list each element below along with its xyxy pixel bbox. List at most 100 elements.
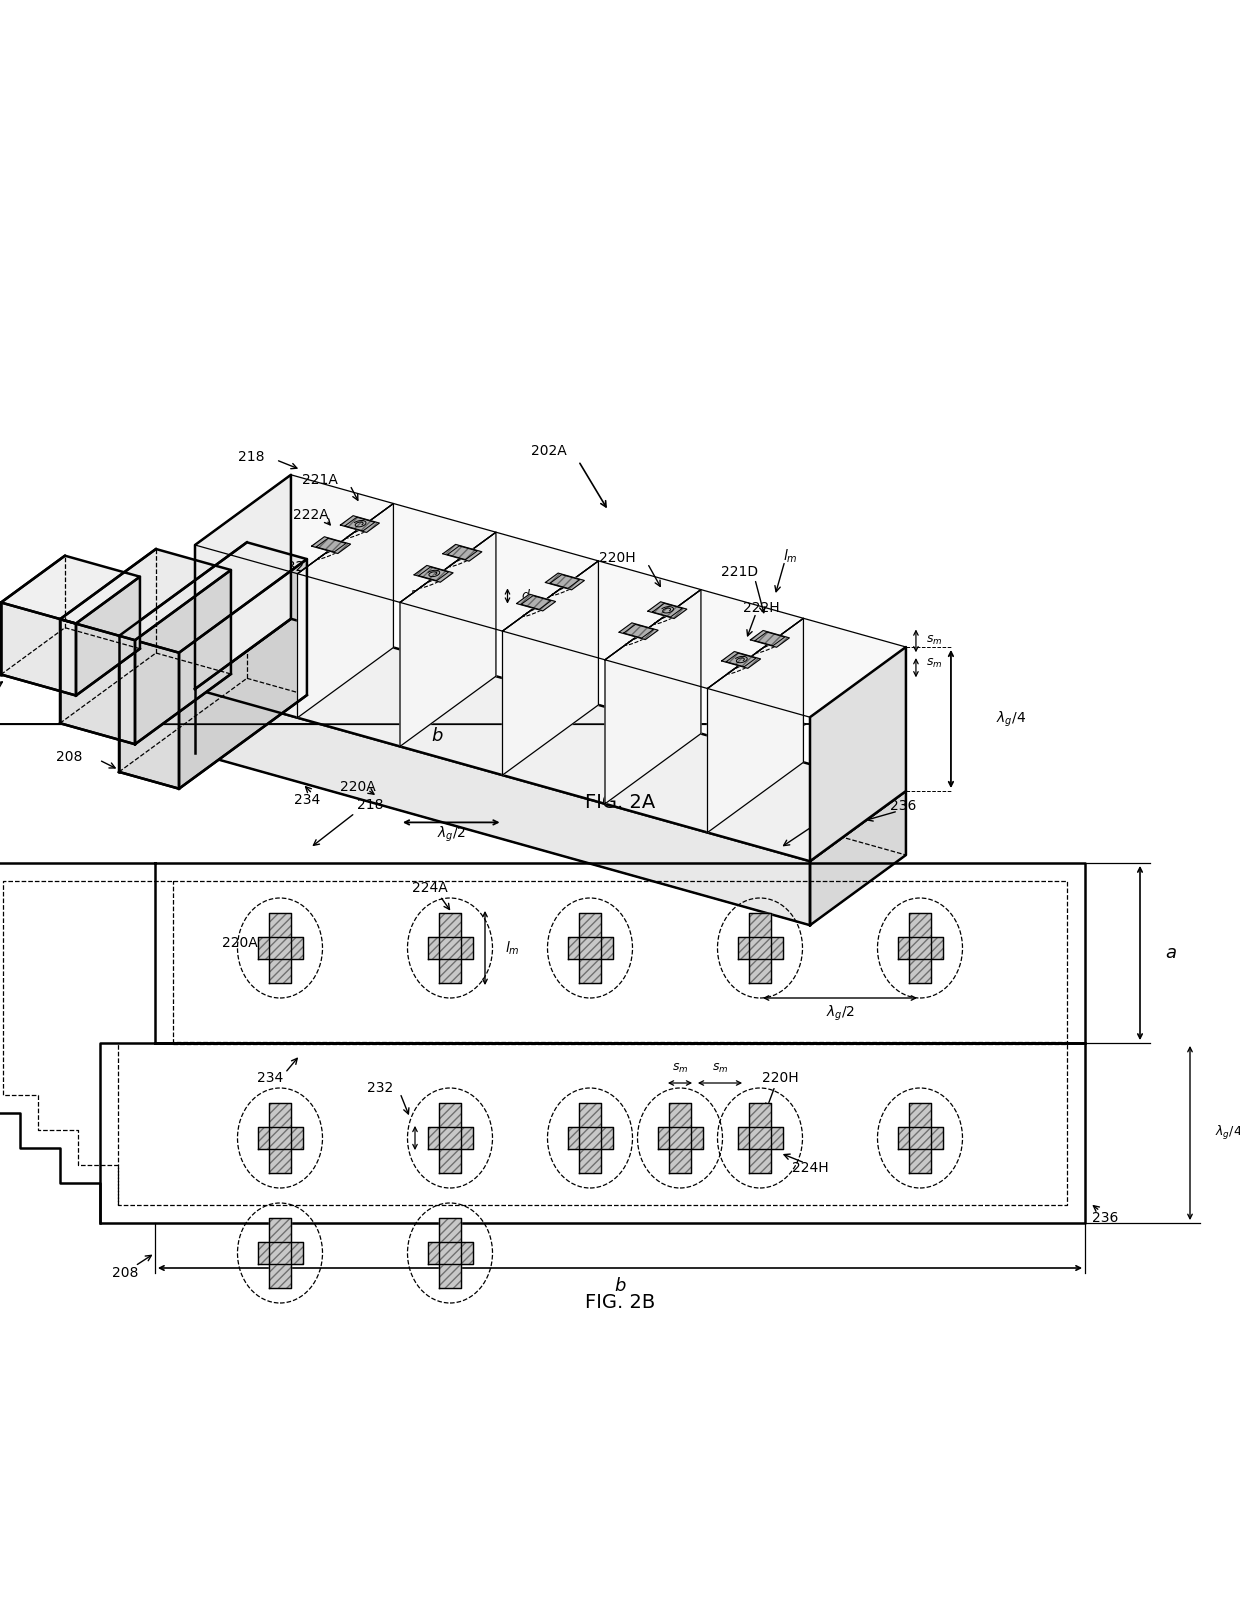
Polygon shape <box>624 624 653 639</box>
Text: FIG. 2A: FIG. 2A <box>585 794 655 813</box>
Text: $\lambda_g$/4: $\lambda_g$/4 <box>996 710 1025 729</box>
Polygon shape <box>502 561 701 660</box>
Text: 222A: 222A <box>293 508 329 523</box>
Polygon shape <box>605 590 701 803</box>
Text: $l_m$: $l_m$ <box>505 939 520 957</box>
Text: 220A: 220A <box>340 779 376 794</box>
Polygon shape <box>750 631 790 647</box>
Polygon shape <box>269 1218 291 1289</box>
Text: $l_m$: $l_m$ <box>782 547 797 565</box>
Polygon shape <box>345 518 374 531</box>
Polygon shape <box>419 568 449 581</box>
Polygon shape <box>443 545 482 561</box>
Text: 220A: 220A <box>222 936 258 950</box>
Polygon shape <box>428 1127 472 1148</box>
Text: $\lambda_g$/2: $\lambda_g$/2 <box>436 824 466 844</box>
Polygon shape <box>414 566 453 582</box>
Polygon shape <box>738 1127 782 1148</box>
Polygon shape <box>298 503 393 718</box>
Polygon shape <box>428 937 472 960</box>
Polygon shape <box>546 573 584 590</box>
Text: 202A: 202A <box>531 444 567 458</box>
Polygon shape <box>898 937 942 960</box>
Polygon shape <box>521 595 551 610</box>
Text: $\lambda_g$/4: $\lambda_g$/4 <box>1215 1124 1240 1142</box>
Text: $s_m$: $s_m$ <box>926 634 942 647</box>
Polygon shape <box>619 623 658 640</box>
Polygon shape <box>119 636 179 789</box>
Polygon shape <box>579 1103 601 1173</box>
Polygon shape <box>652 603 682 618</box>
Text: 234: 234 <box>294 792 321 806</box>
Polygon shape <box>119 542 308 653</box>
Text: 236: 236 <box>1091 1211 1118 1224</box>
Polygon shape <box>909 1103 931 1173</box>
Text: $\lambda_g$/2: $\lambda_g$/2 <box>826 1003 854 1023</box>
Text: 224A: 224A <box>412 881 448 895</box>
Polygon shape <box>517 594 556 611</box>
Polygon shape <box>401 532 496 747</box>
Polygon shape <box>749 1103 771 1173</box>
Text: 234: 234 <box>257 1071 283 1086</box>
Polygon shape <box>316 539 346 552</box>
Polygon shape <box>195 689 810 926</box>
Polygon shape <box>269 1103 291 1173</box>
Polygon shape <box>340 516 379 532</box>
Polygon shape <box>439 913 461 982</box>
Polygon shape <box>727 653 756 666</box>
Polygon shape <box>810 647 906 861</box>
Text: 221A: 221A <box>301 473 337 487</box>
Polygon shape <box>195 474 393 574</box>
Text: 236: 236 <box>890 798 916 813</box>
Polygon shape <box>568 1127 613 1148</box>
Polygon shape <box>195 474 291 689</box>
Polygon shape <box>647 602 687 618</box>
Polygon shape <box>258 1242 303 1265</box>
Text: 232: 232 <box>367 1081 393 1095</box>
Polygon shape <box>195 619 906 861</box>
Polygon shape <box>708 618 906 718</box>
Polygon shape <box>269 913 291 982</box>
Text: FIG. 2B: FIG. 2B <box>585 1294 655 1313</box>
Polygon shape <box>502 561 599 776</box>
Polygon shape <box>810 790 906 926</box>
Text: 208: 208 <box>56 750 82 765</box>
Polygon shape <box>179 560 308 789</box>
Polygon shape <box>60 548 231 640</box>
Polygon shape <box>657 1127 703 1148</box>
Text: 220H: 220H <box>761 1071 799 1086</box>
Polygon shape <box>258 1127 303 1148</box>
Text: b: b <box>432 727 443 745</box>
Text: $s_m$: $s_m$ <box>672 1061 688 1074</box>
Text: 221D: 221D <box>722 565 759 579</box>
Text: b: b <box>614 1277 626 1295</box>
Text: a: a <box>175 645 186 663</box>
Polygon shape <box>755 632 785 645</box>
Polygon shape <box>195 682 906 926</box>
Polygon shape <box>722 652 760 668</box>
Polygon shape <box>909 913 931 982</box>
Polygon shape <box>439 1103 461 1173</box>
Text: 218: 218 <box>238 450 264 465</box>
Polygon shape <box>579 913 601 982</box>
Text: $s_m$: $s_m$ <box>712 1061 728 1074</box>
Polygon shape <box>135 569 231 744</box>
Text: 218: 218 <box>357 798 383 811</box>
Polygon shape <box>428 1242 472 1265</box>
Text: 202B: 202B <box>832 790 868 805</box>
Polygon shape <box>551 574 580 589</box>
Text: a: a <box>1166 944 1176 961</box>
Polygon shape <box>76 577 140 695</box>
Polygon shape <box>60 619 135 744</box>
Polygon shape <box>898 1127 942 1148</box>
Polygon shape <box>738 937 782 960</box>
Polygon shape <box>605 590 804 689</box>
Polygon shape <box>708 618 804 832</box>
Text: 220H: 220H <box>599 552 636 565</box>
Polygon shape <box>568 937 613 960</box>
Polygon shape <box>1 603 76 695</box>
Text: $s_m$: $s_m$ <box>926 656 942 671</box>
Text: 222B: 222B <box>410 589 446 603</box>
Text: 208: 208 <box>112 1266 138 1281</box>
Polygon shape <box>311 537 351 553</box>
